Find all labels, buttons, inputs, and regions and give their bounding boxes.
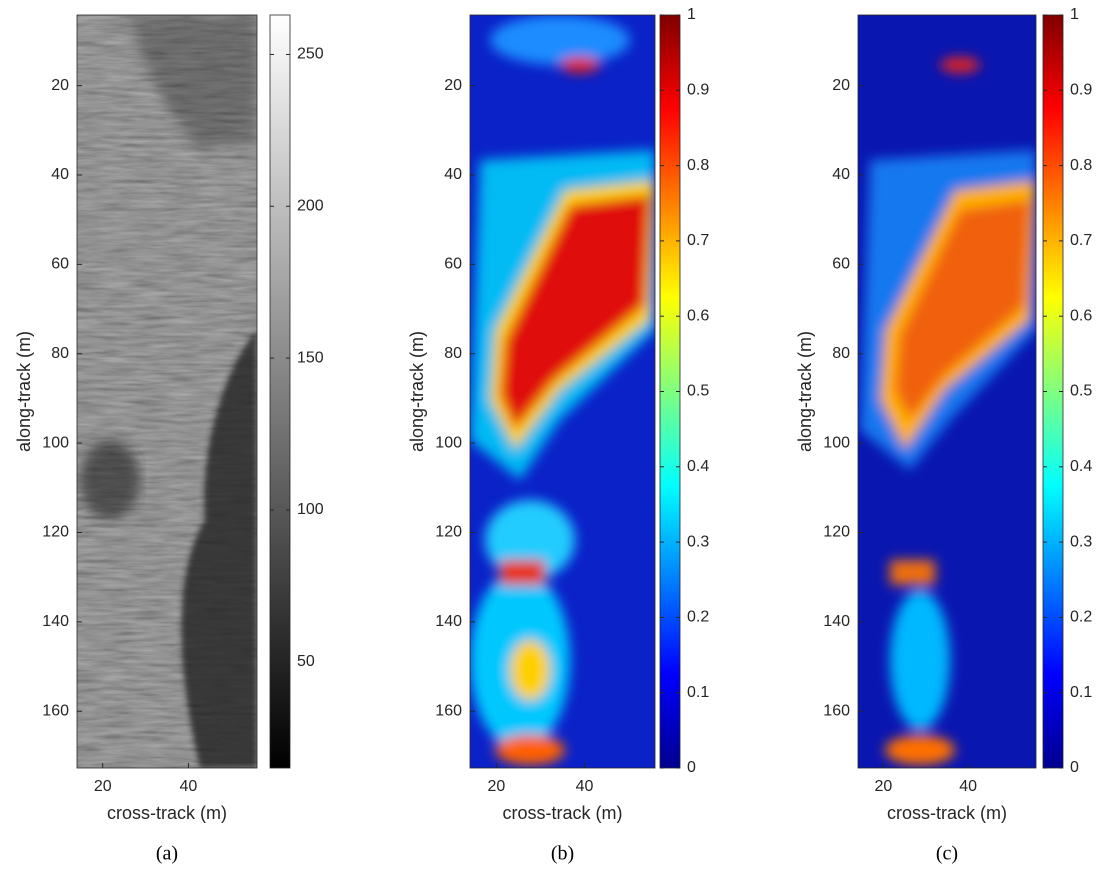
y-tick-label: 80 bbox=[51, 345, 69, 362]
y-tick-label: 160 bbox=[823, 702, 850, 719]
axes-frame bbox=[857, 14, 1037, 769]
heat-image bbox=[470, 15, 655, 768]
colorbar bbox=[269, 14, 291, 769]
colorbar-tick-label: 0.8 bbox=[687, 157, 709, 174]
caption: (b) bbox=[551, 843, 574, 865]
x-tick-label: 20 bbox=[94, 778, 112, 795]
colorbar-tick-label: 0.3 bbox=[687, 533, 709, 550]
y-tick-label: 20 bbox=[444, 77, 462, 94]
y-axis-label: along-track (m) bbox=[795, 331, 815, 452]
y-tick-label: 40 bbox=[51, 166, 69, 183]
y-tick-label: 160 bbox=[42, 702, 69, 719]
colorbar-tick-label: 150 bbox=[297, 349, 324, 366]
x-tick-label: 40 bbox=[180, 778, 198, 795]
colorbar-tick-label: 0.7 bbox=[1070, 232, 1092, 249]
y-tick-label: 140 bbox=[823, 613, 850, 630]
colorbar-tick-label: 0.8 bbox=[1070, 157, 1092, 174]
colorbar-tick-label: 0.2 bbox=[687, 609, 709, 626]
axes-frame bbox=[76, 14, 258, 769]
colorbar-tick-label: 0.2 bbox=[1070, 609, 1092, 626]
y-tick-label: 100 bbox=[823, 434, 850, 451]
x-axis-label: cross-track (m) bbox=[503, 803, 623, 823]
x-axis-label: cross-track (m) bbox=[887, 803, 1007, 823]
axes-frame bbox=[469, 14, 656, 769]
y-axis-label: along-track (m) bbox=[14, 331, 34, 452]
y-tick-label: 100 bbox=[435, 434, 462, 451]
colorbar-tick-label: 0.6 bbox=[687, 307, 709, 324]
colorbar-tick-label: 0 bbox=[1070, 759, 1079, 776]
colorbar-tick-label: 0.5 bbox=[687, 383, 709, 400]
y-tick-label: 60 bbox=[444, 256, 462, 273]
x-tick-label: 20 bbox=[875, 778, 893, 795]
y-tick-label: 120 bbox=[435, 524, 462, 541]
sonar-image bbox=[77, 15, 257, 768]
y-tick-label: 100 bbox=[42, 434, 69, 451]
y-tick-label: 120 bbox=[42, 524, 69, 541]
y-tick-label: 20 bbox=[51, 77, 69, 94]
y-tick-label: 160 bbox=[435, 702, 462, 719]
y-tick-label: 140 bbox=[42, 613, 69, 630]
heat-image bbox=[858, 15, 1036, 768]
colorbar-tick-label: 0.6 bbox=[1070, 307, 1092, 324]
colorbar-tick-label: 50 bbox=[297, 653, 315, 670]
colorbar-tick-label: 1 bbox=[687, 6, 696, 23]
caption: (a) bbox=[156, 843, 178, 865]
colorbar-tick-label: 0.5 bbox=[1070, 383, 1092, 400]
y-tick-label: 80 bbox=[832, 345, 850, 362]
y-tick-label: 60 bbox=[832, 256, 850, 273]
colorbar-tick-label: 0.7 bbox=[687, 232, 709, 249]
x-axis-label: cross-track (m) bbox=[107, 803, 227, 823]
x-tick-label: 40 bbox=[959, 778, 977, 795]
colorbar-tick-label: 0.1 bbox=[1070, 684, 1092, 701]
x-tick-label: 40 bbox=[576, 778, 594, 795]
colorbar-tick-label: 1 bbox=[1070, 6, 1079, 23]
y-tick-label: 140 bbox=[435, 613, 462, 630]
caption: (c) bbox=[936, 843, 958, 865]
y-tick-label: 80 bbox=[444, 345, 462, 362]
y-tick-label: 40 bbox=[444, 166, 462, 183]
x-tick-label: 20 bbox=[488, 778, 506, 795]
y-axis-label: along-track (m) bbox=[407, 331, 427, 452]
y-tick-label: 60 bbox=[51, 256, 69, 273]
y-tick-label: 120 bbox=[823, 524, 850, 541]
colorbar-tick-label: 0.9 bbox=[1070, 82, 1092, 99]
colorbar-tick-label: 0.4 bbox=[1070, 458, 1092, 475]
colorbar-tick-label: 0 bbox=[687, 759, 696, 776]
colorbar-tick-label: 0.4 bbox=[687, 458, 709, 475]
colorbar-tick-label: 100 bbox=[297, 501, 324, 518]
colorbar-tick-label: 0.1 bbox=[687, 684, 709, 701]
colorbar-tick-label: 250 bbox=[297, 46, 324, 63]
colorbar-tick-label: 200 bbox=[297, 198, 324, 215]
colorbar-tick-label: 0.9 bbox=[687, 82, 709, 99]
y-tick-label: 20 bbox=[832, 77, 850, 94]
y-tick-label: 40 bbox=[832, 166, 850, 183]
colorbar-tick-label: 0.3 bbox=[1070, 533, 1092, 550]
